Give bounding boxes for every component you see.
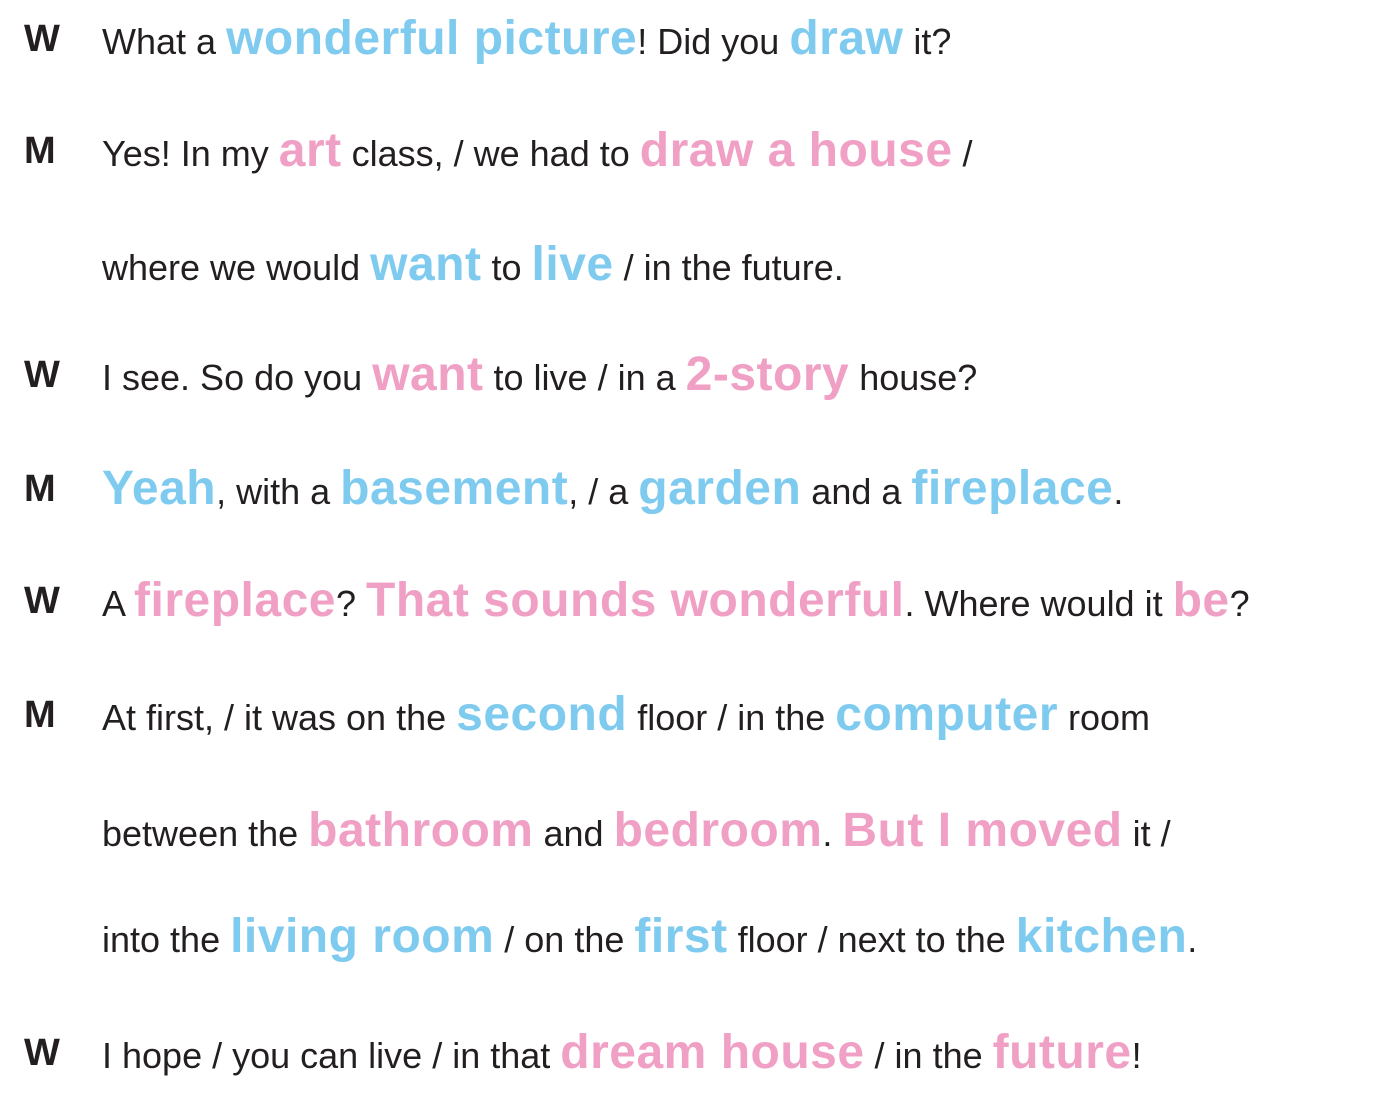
dialogue-line: W A fireplace? That sounds wonderful. Wh…	[0, 566, 1376, 636]
line-text: What a wonderful picture! Did you draw i…	[102, 4, 951, 74]
emphasized-word-blue: kitchen	[1015, 910, 1188, 963]
line-text: between the bathroom and bedroom. But I …	[102, 796, 1171, 866]
line-text: I hope / you can live / in that dream ho…	[102, 1018, 1142, 1088]
emphasized-word-blue: fireplace	[911, 462, 1114, 515]
speaker-label: M	[24, 468, 56, 510]
dialogue-text: What a	[102, 21, 227, 62]
dialogue-line: M Yeah, with a basement, / a garden and …	[0, 454, 1376, 524]
dialogue-text: / on the	[494, 919, 635, 960]
line-text: I see. So do you want to live / in a 2-s…	[102, 340, 977, 410]
emphasized-word-pink: That sounds wonderful	[366, 574, 905, 627]
dialogue-line: into the living room / on the first floo…	[0, 902, 1376, 972]
speaker-label: W	[24, 580, 60, 622]
emphasized-word-blue: Yeah	[102, 462, 217, 515]
line-text: A fireplace? That sounds wonderful. Wher…	[102, 566, 1250, 636]
dialogue-text: ?	[1229, 583, 1250, 624]
dialogue-text: .	[1113, 471, 1124, 512]
emphasized-word-blue: living room	[230, 910, 495, 963]
emphasized-word-pink: bathroom	[308, 804, 534, 857]
dialogue-text: /	[952, 133, 973, 174]
speaker-label: W	[24, 18, 60, 60]
dialogue-text: class, / we had to	[341, 133, 640, 174]
dialogue-text: between the	[102, 813, 309, 854]
dialogue-text: floor / in the	[627, 697, 836, 738]
dialogue-text: , with a	[216, 471, 341, 512]
dialogue-line: W What a wonderful picture! Did you draw…	[0, 4, 1376, 74]
dialogue-text: , / a	[568, 471, 639, 512]
dialogue-text: ! Did you	[637, 21, 790, 62]
dialogue-text: I see. So do you	[102, 357, 373, 398]
emphasized-word-pink: art	[278, 124, 342, 177]
speaker-label: M	[24, 694, 56, 736]
line-text: Yes! In my art class, / we had to draw a…	[102, 116, 973, 186]
emphasized-word-pink: future	[992, 1026, 1132, 1079]
emphasized-word-pink: draw a house	[639, 124, 953, 177]
emphasized-word-pink: fireplace	[134, 574, 336, 627]
dialogue-text: / in the	[864, 1035, 993, 1076]
dialogue-text: into the	[102, 919, 231, 960]
line-text: into the living room / on the first floo…	[102, 902, 1197, 972]
emphasized-word-blue: second	[456, 688, 628, 741]
emphasized-word-pink: dream house	[560, 1026, 865, 1079]
emphasized-word-blue: wonderful picture	[226, 12, 638, 65]
emphasized-word-pink: But I moved	[842, 804, 1123, 857]
dialogue-text: !	[1131, 1035, 1142, 1076]
dialogue-text: I hope / you can live / in that	[102, 1035, 561, 1076]
line-text: where we would want to live / in the fut…	[102, 230, 844, 300]
dialogue-line: M At first, / it was on the second floor…	[0, 680, 1376, 750]
emphasized-word-blue: garden	[638, 462, 802, 515]
line-text: At first, / it was on the second floor /…	[102, 680, 1150, 750]
emphasized-word-pink: want	[372, 348, 484, 401]
speaker-label: W	[24, 354, 60, 396]
dialogue-text: and a	[801, 471, 912, 512]
emphasized-word-pink: 2-story	[685, 348, 850, 401]
dialogue-text: room	[1058, 697, 1151, 738]
dialogue-text: . Where would it	[904, 583, 1173, 624]
dialogue-line: between the bathroom and bedroom. But I …	[0, 796, 1376, 866]
emphasized-word-blue: basement	[340, 462, 569, 515]
dialogue-text: and	[533, 813, 614, 854]
emphasized-word-pink: bedroom	[613, 804, 823, 857]
emphasized-word-blue: live	[531, 238, 614, 291]
dialogue-text: / in the future.	[613, 247, 844, 288]
emphasized-word-blue: want	[370, 238, 482, 291]
emphasized-word-blue: draw	[789, 12, 904, 65]
dialogue-text: to live / in a	[483, 357, 686, 398]
dialogue-text: it /	[1122, 813, 1171, 854]
dialogue-line: M Yes! In my art class, / we had to draw…	[0, 116, 1376, 186]
dialogue-text: ?	[335, 583, 366, 624]
dialogue-text: where we would	[102, 247, 371, 288]
dialogue-text: to	[481, 247, 532, 288]
dialogue-text: it?	[903, 21, 952, 62]
emphasized-word-pink: be	[1172, 574, 1230, 627]
dialogue-line: W I see. So do you want to live / in a 2…	[0, 340, 1376, 410]
dialogue-text: .	[822, 813, 843, 854]
dialogue-text: house?	[849, 357, 978, 398]
dialogue-text: Yes! In my	[102, 133, 279, 174]
emphasized-word-blue: computer	[835, 688, 1058, 741]
speaker-label: W	[24, 1032, 60, 1074]
dialogue-line: where we would want to live / in the fut…	[0, 230, 1376, 300]
emphasized-word-blue: first	[634, 910, 728, 963]
speaker-label: M	[24, 130, 56, 172]
dialogue-text: floor / next to the	[727, 919, 1016, 960]
dialogue-text: A	[102, 583, 135, 624]
dialogue-text: .	[1187, 919, 1198, 960]
dialogue-line: W I hope / you can live / in that dream …	[0, 1018, 1376, 1088]
dialogue-text: At first, / it was on the	[102, 697, 457, 738]
line-text: Yeah, with a basement, / a garden and a …	[102, 454, 1123, 524]
